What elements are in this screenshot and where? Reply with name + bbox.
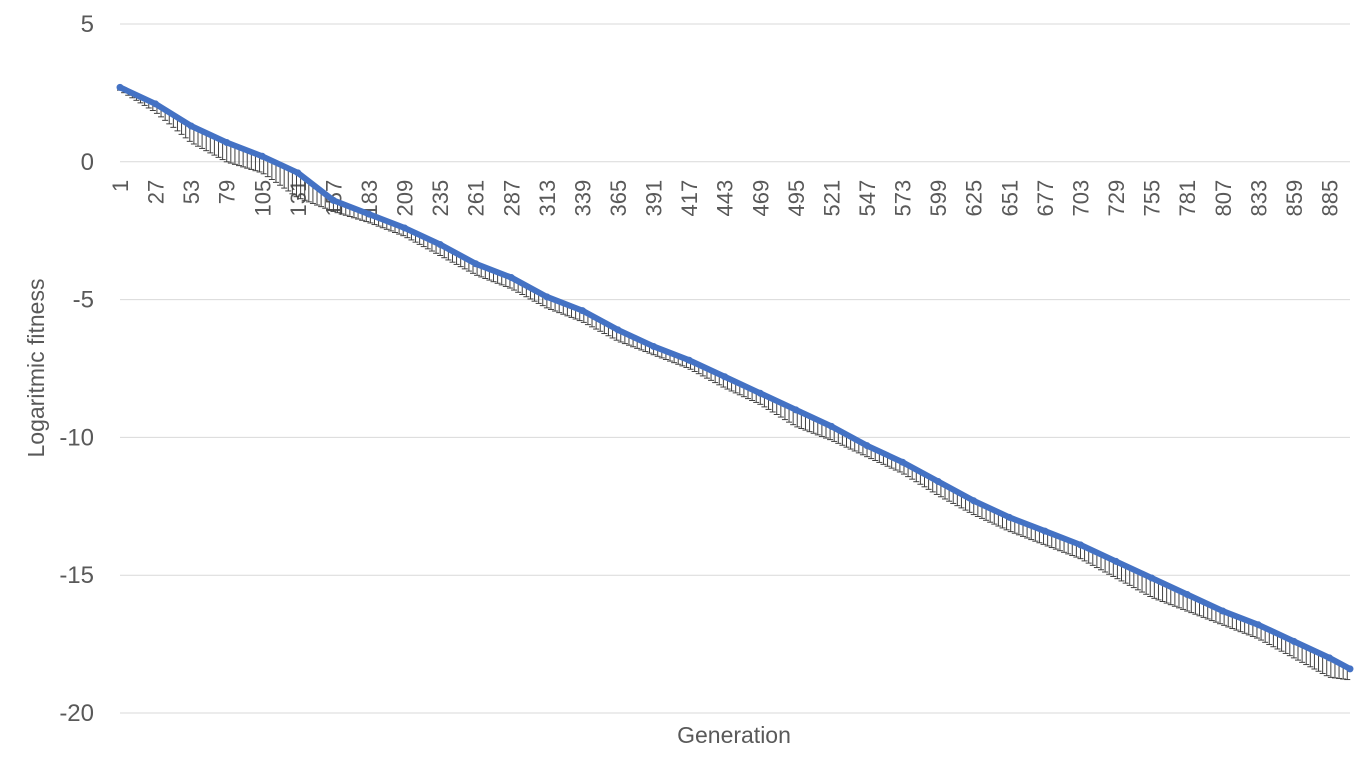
data-point [1005, 513, 1013, 521]
x-tick-label: 651 [997, 180, 1022, 217]
data-point [436, 240, 444, 248]
x-tick-label: 833 [1246, 180, 1271, 217]
data-point [792, 406, 800, 414]
x-tick-label: 859 [1282, 180, 1307, 217]
y-tick-label: -10 [59, 424, 94, 451]
x-tick-label: 495 [784, 180, 809, 217]
data-point [1076, 541, 1084, 549]
x-tick-label: 885 [1317, 180, 1342, 217]
x-tick-label: 573 [891, 180, 916, 217]
x-tick-label: 677 [1033, 180, 1058, 217]
data-point [329, 196, 337, 204]
x-tick-label: 807 [1211, 180, 1236, 217]
x-tick-label: 235 [428, 180, 453, 217]
x-tick-label: 547 [855, 180, 880, 217]
x-tick-label: 469 [748, 180, 773, 217]
data-point [685, 356, 693, 364]
data-point [934, 477, 942, 485]
data-point [578, 307, 586, 315]
x-tick-label: 131 [286, 180, 311, 217]
x-tick-labels: 1275379105131157183209235261287313339365… [108, 180, 1342, 217]
data-point [1254, 621, 1262, 629]
y-tick-label: -5 [73, 287, 94, 314]
gridlines [120, 23, 1350, 714]
data-point [827, 422, 835, 430]
data-point [1346, 665, 1354, 673]
x-tick-label: 261 [464, 180, 489, 217]
x-tick-label: 287 [499, 180, 524, 217]
error-bars [117, 87, 1351, 681]
data-point [1112, 557, 1120, 565]
data-point [863, 442, 871, 450]
x-tick-label: 729 [1104, 180, 1129, 217]
x-tick-label: 27 [144, 180, 169, 204]
x-tick-label: 391 [642, 180, 667, 217]
x-tick-label: 313 [535, 180, 560, 217]
y-tick-label: -15 [59, 562, 94, 589]
y-tick-labels: 5 0 -5 -10 -15 -20 [59, 11, 94, 727]
x-tick-label: 625 [962, 180, 987, 217]
data-point [472, 260, 480, 268]
data-point [1041, 527, 1049, 535]
data-point [543, 293, 551, 301]
x-tick-label: 339 [570, 180, 595, 217]
x-tick-label: 1 [108, 180, 133, 192]
data-point [401, 224, 409, 232]
x-axis-title: Generation [677, 722, 791, 748]
data-point [223, 139, 231, 147]
y-axis-title: Logaritmic fitness [23, 279, 49, 458]
y-tick-label: -20 [59, 700, 94, 727]
x-tick-label: 365 [606, 180, 631, 217]
data-point [1219, 607, 1227, 615]
series-layer [116, 83, 1354, 673]
data-point [507, 274, 515, 282]
x-tick-label: 53 [179, 180, 204, 204]
x-tick-label: 209 [393, 180, 418, 217]
data-point [614, 326, 622, 334]
data-point [258, 152, 266, 160]
x-tick-label: 703 [1068, 180, 1093, 217]
x-tick-label: 417 [677, 180, 702, 217]
x-tick-label: 443 [713, 180, 738, 217]
data-point [116, 83, 124, 91]
data-point [756, 389, 764, 397]
data-point [650, 342, 658, 350]
data-point [1325, 654, 1333, 662]
data-point [294, 169, 302, 177]
x-tick-label: 105 [250, 180, 275, 217]
x-tick-label: 599 [926, 180, 951, 217]
y-tick-label: 5 [81, 11, 94, 38]
series-line [117, 84, 1353, 672]
data-point [721, 373, 729, 381]
x-tick-label: 781 [1175, 180, 1200, 217]
x-tick-label: 521 [819, 180, 844, 217]
data-point [970, 497, 978, 505]
data-point [899, 458, 907, 466]
data-point [152, 100, 160, 108]
x-tick-label: 755 [1140, 180, 1165, 217]
data-point [1183, 590, 1191, 598]
data-point [365, 210, 373, 218]
data-point [1148, 574, 1156, 582]
data-point [1290, 637, 1298, 645]
y-tick-label: 0 [81, 149, 94, 176]
data-point [187, 122, 195, 130]
x-tick-label: 79 [215, 180, 240, 204]
